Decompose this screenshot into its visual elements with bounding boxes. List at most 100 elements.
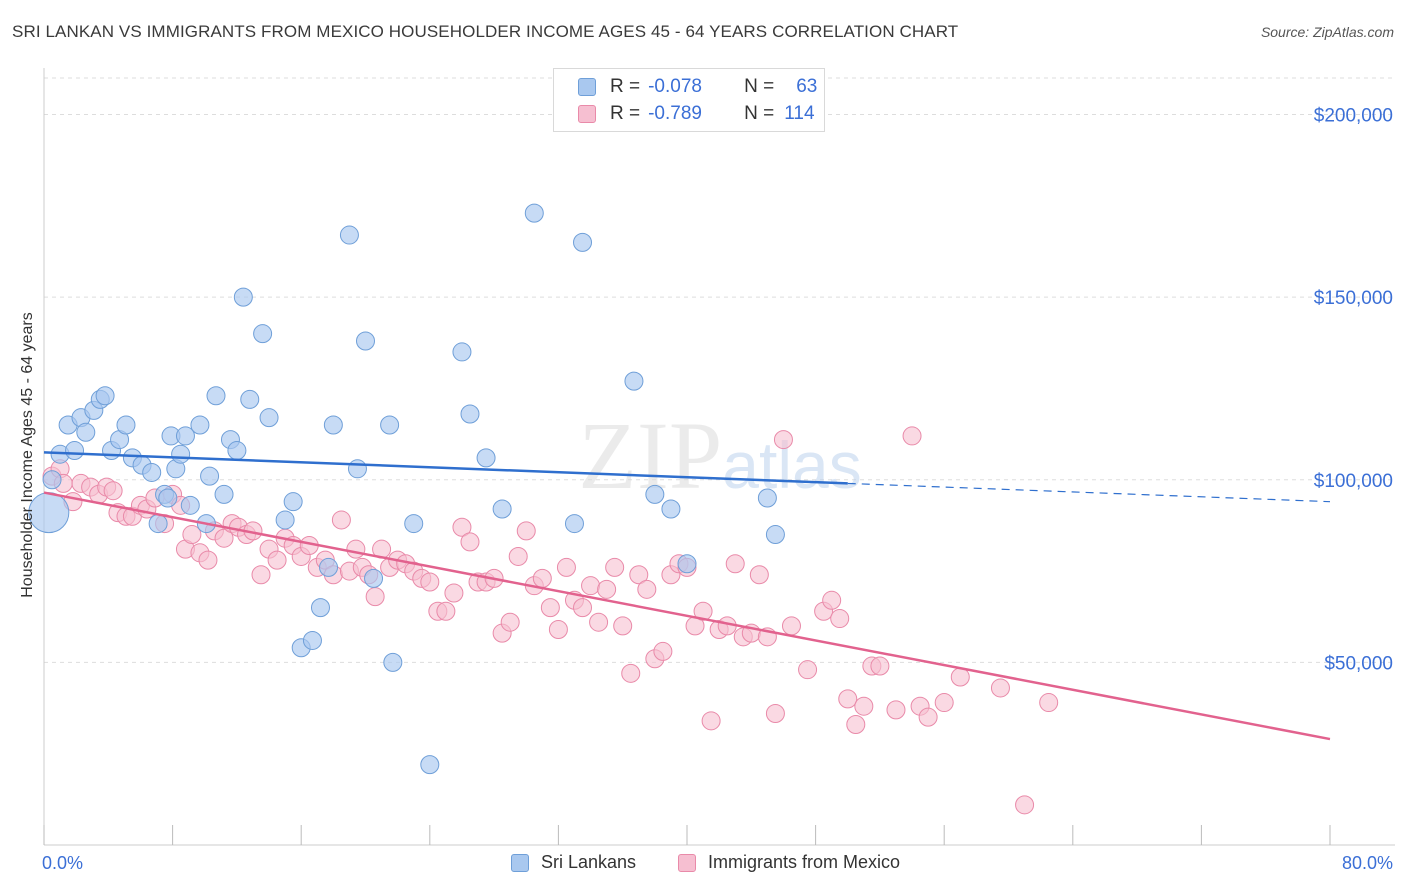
mexico-point xyxy=(331,510,351,530)
mexico-point xyxy=(452,517,472,537)
mexico-point xyxy=(749,565,769,585)
srilankan-point xyxy=(206,386,226,406)
srilankan-point xyxy=(233,287,253,307)
srilankan-point xyxy=(227,441,247,461)
mexico-point xyxy=(444,583,464,603)
srilankan-point xyxy=(76,422,96,442)
srilankan-point xyxy=(460,404,480,424)
gridlines xyxy=(44,77,1395,663)
srilankan-point xyxy=(302,630,322,650)
legend-n-label: N = xyxy=(744,103,775,124)
watermark: ZIPatlas xyxy=(578,402,861,509)
bottom-legend-label: Sri Lankans xyxy=(541,852,637,872)
bottom-legend-label: Immigrants from Mexico xyxy=(708,852,901,872)
y-tick-labels: $50,000 $100,000 $150,000 $200,000 xyxy=(1314,106,1393,675)
mexico-point xyxy=(653,641,673,661)
mexico-point xyxy=(540,598,560,618)
mexico-point xyxy=(990,678,1010,698)
mexico-point xyxy=(508,546,528,566)
srilankan-point xyxy=(214,484,234,504)
mexico-point xyxy=(918,707,938,727)
series-srilankan-points xyxy=(28,203,785,775)
srilankan-point xyxy=(404,514,424,534)
mexico-point xyxy=(1015,795,1035,815)
srilankan-point xyxy=(323,415,343,435)
srilankan-point xyxy=(661,499,681,519)
mexico-point xyxy=(198,550,218,570)
srilankan-point xyxy=(158,488,178,508)
srilankan-point xyxy=(180,495,200,515)
legend-r-label: R = xyxy=(610,103,641,124)
y-tick-label: $150,000 xyxy=(1314,288,1393,309)
srilankan-point xyxy=(645,484,665,504)
mexico-point xyxy=(251,565,271,585)
correlation-legend: R = -0.078 N = 63 R = -0.789 N = 114 xyxy=(553,68,825,132)
srilankan-point xyxy=(200,466,220,486)
srilankan-trend-extension xyxy=(847,482,1331,503)
srilankan-point xyxy=(347,459,367,479)
mexico-point xyxy=(621,663,641,683)
mexico-point xyxy=(532,568,552,588)
srilankan-point xyxy=(116,415,136,435)
legend-row-srilankan: R = -0.078 N = 63 xyxy=(578,76,817,98)
mexico-point xyxy=(637,579,657,599)
mexico-point xyxy=(950,667,970,687)
srilankan-point xyxy=(564,514,584,534)
legend-n-label: N = xyxy=(744,76,775,97)
srilankan-point xyxy=(190,415,210,435)
mexico-point xyxy=(597,579,617,599)
srilankan-point xyxy=(310,598,330,618)
mexico-point xyxy=(548,620,568,640)
mexico-point xyxy=(1039,693,1059,713)
srilankan-point xyxy=(492,499,512,519)
srilankan-point xyxy=(420,755,440,775)
mexico-point xyxy=(500,612,520,632)
y-tick-label: $100,000 xyxy=(1314,471,1393,492)
srilankan-point xyxy=(240,389,260,409)
srilankan-point xyxy=(524,203,544,223)
srilankan-point xyxy=(380,415,400,435)
srilankan-point xyxy=(253,324,273,344)
mexico-point xyxy=(589,612,609,632)
mexico-point xyxy=(182,525,202,545)
mexico-point xyxy=(765,704,785,724)
mexico-point xyxy=(838,689,858,709)
bottom-legend-mexico: Immigrants from Mexico xyxy=(678,852,900,873)
mexico-trend-line xyxy=(43,491,1331,741)
srilankan-point xyxy=(765,525,785,545)
mexico-point xyxy=(934,693,954,713)
srilankan-point xyxy=(339,225,359,245)
mexico-point xyxy=(902,426,922,446)
bottom-legend-swatch-blue xyxy=(511,853,529,872)
mexico-point xyxy=(581,576,601,596)
srilankan-point xyxy=(677,554,697,574)
srilankan-point xyxy=(42,470,62,490)
mexico-point xyxy=(870,656,890,676)
mexico-point xyxy=(103,481,123,501)
legend-swatch-pink xyxy=(578,105,596,123)
legend-swatch-blue xyxy=(578,78,596,96)
axes xyxy=(43,68,1395,846)
mexico-point xyxy=(822,590,842,610)
srilankan-point xyxy=(356,331,375,351)
legend-r-value: -0.789 xyxy=(648,103,702,124)
legend-r-value: -0.078 xyxy=(648,76,702,97)
srilankan-point xyxy=(275,510,295,530)
mexico-point xyxy=(830,609,850,629)
y-axis-label: Householder Income Ages 45 - 64 years xyxy=(19,312,36,598)
mexico-point xyxy=(798,660,818,680)
srilankan-point xyxy=(364,568,384,588)
x-tick-labels: 0.0% 80.0% xyxy=(42,853,1393,873)
mexico-point xyxy=(420,572,440,592)
legend-n-value: 63 xyxy=(796,76,818,97)
srilankan-point xyxy=(95,386,115,406)
mexico-point xyxy=(214,528,234,548)
srilankan-point xyxy=(259,408,279,428)
mexico-point xyxy=(886,700,906,720)
srilankan-point xyxy=(476,448,496,468)
mexico-point xyxy=(701,711,721,731)
mexico-point xyxy=(605,557,625,577)
legend-n-value: 114 xyxy=(784,103,815,124)
x-tick-label: 80.0% xyxy=(1342,853,1393,873)
